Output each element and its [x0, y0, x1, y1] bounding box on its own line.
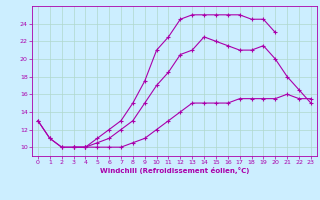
X-axis label: Windchill (Refroidissement éolien,°C): Windchill (Refroidissement éolien,°C)	[100, 167, 249, 174]
